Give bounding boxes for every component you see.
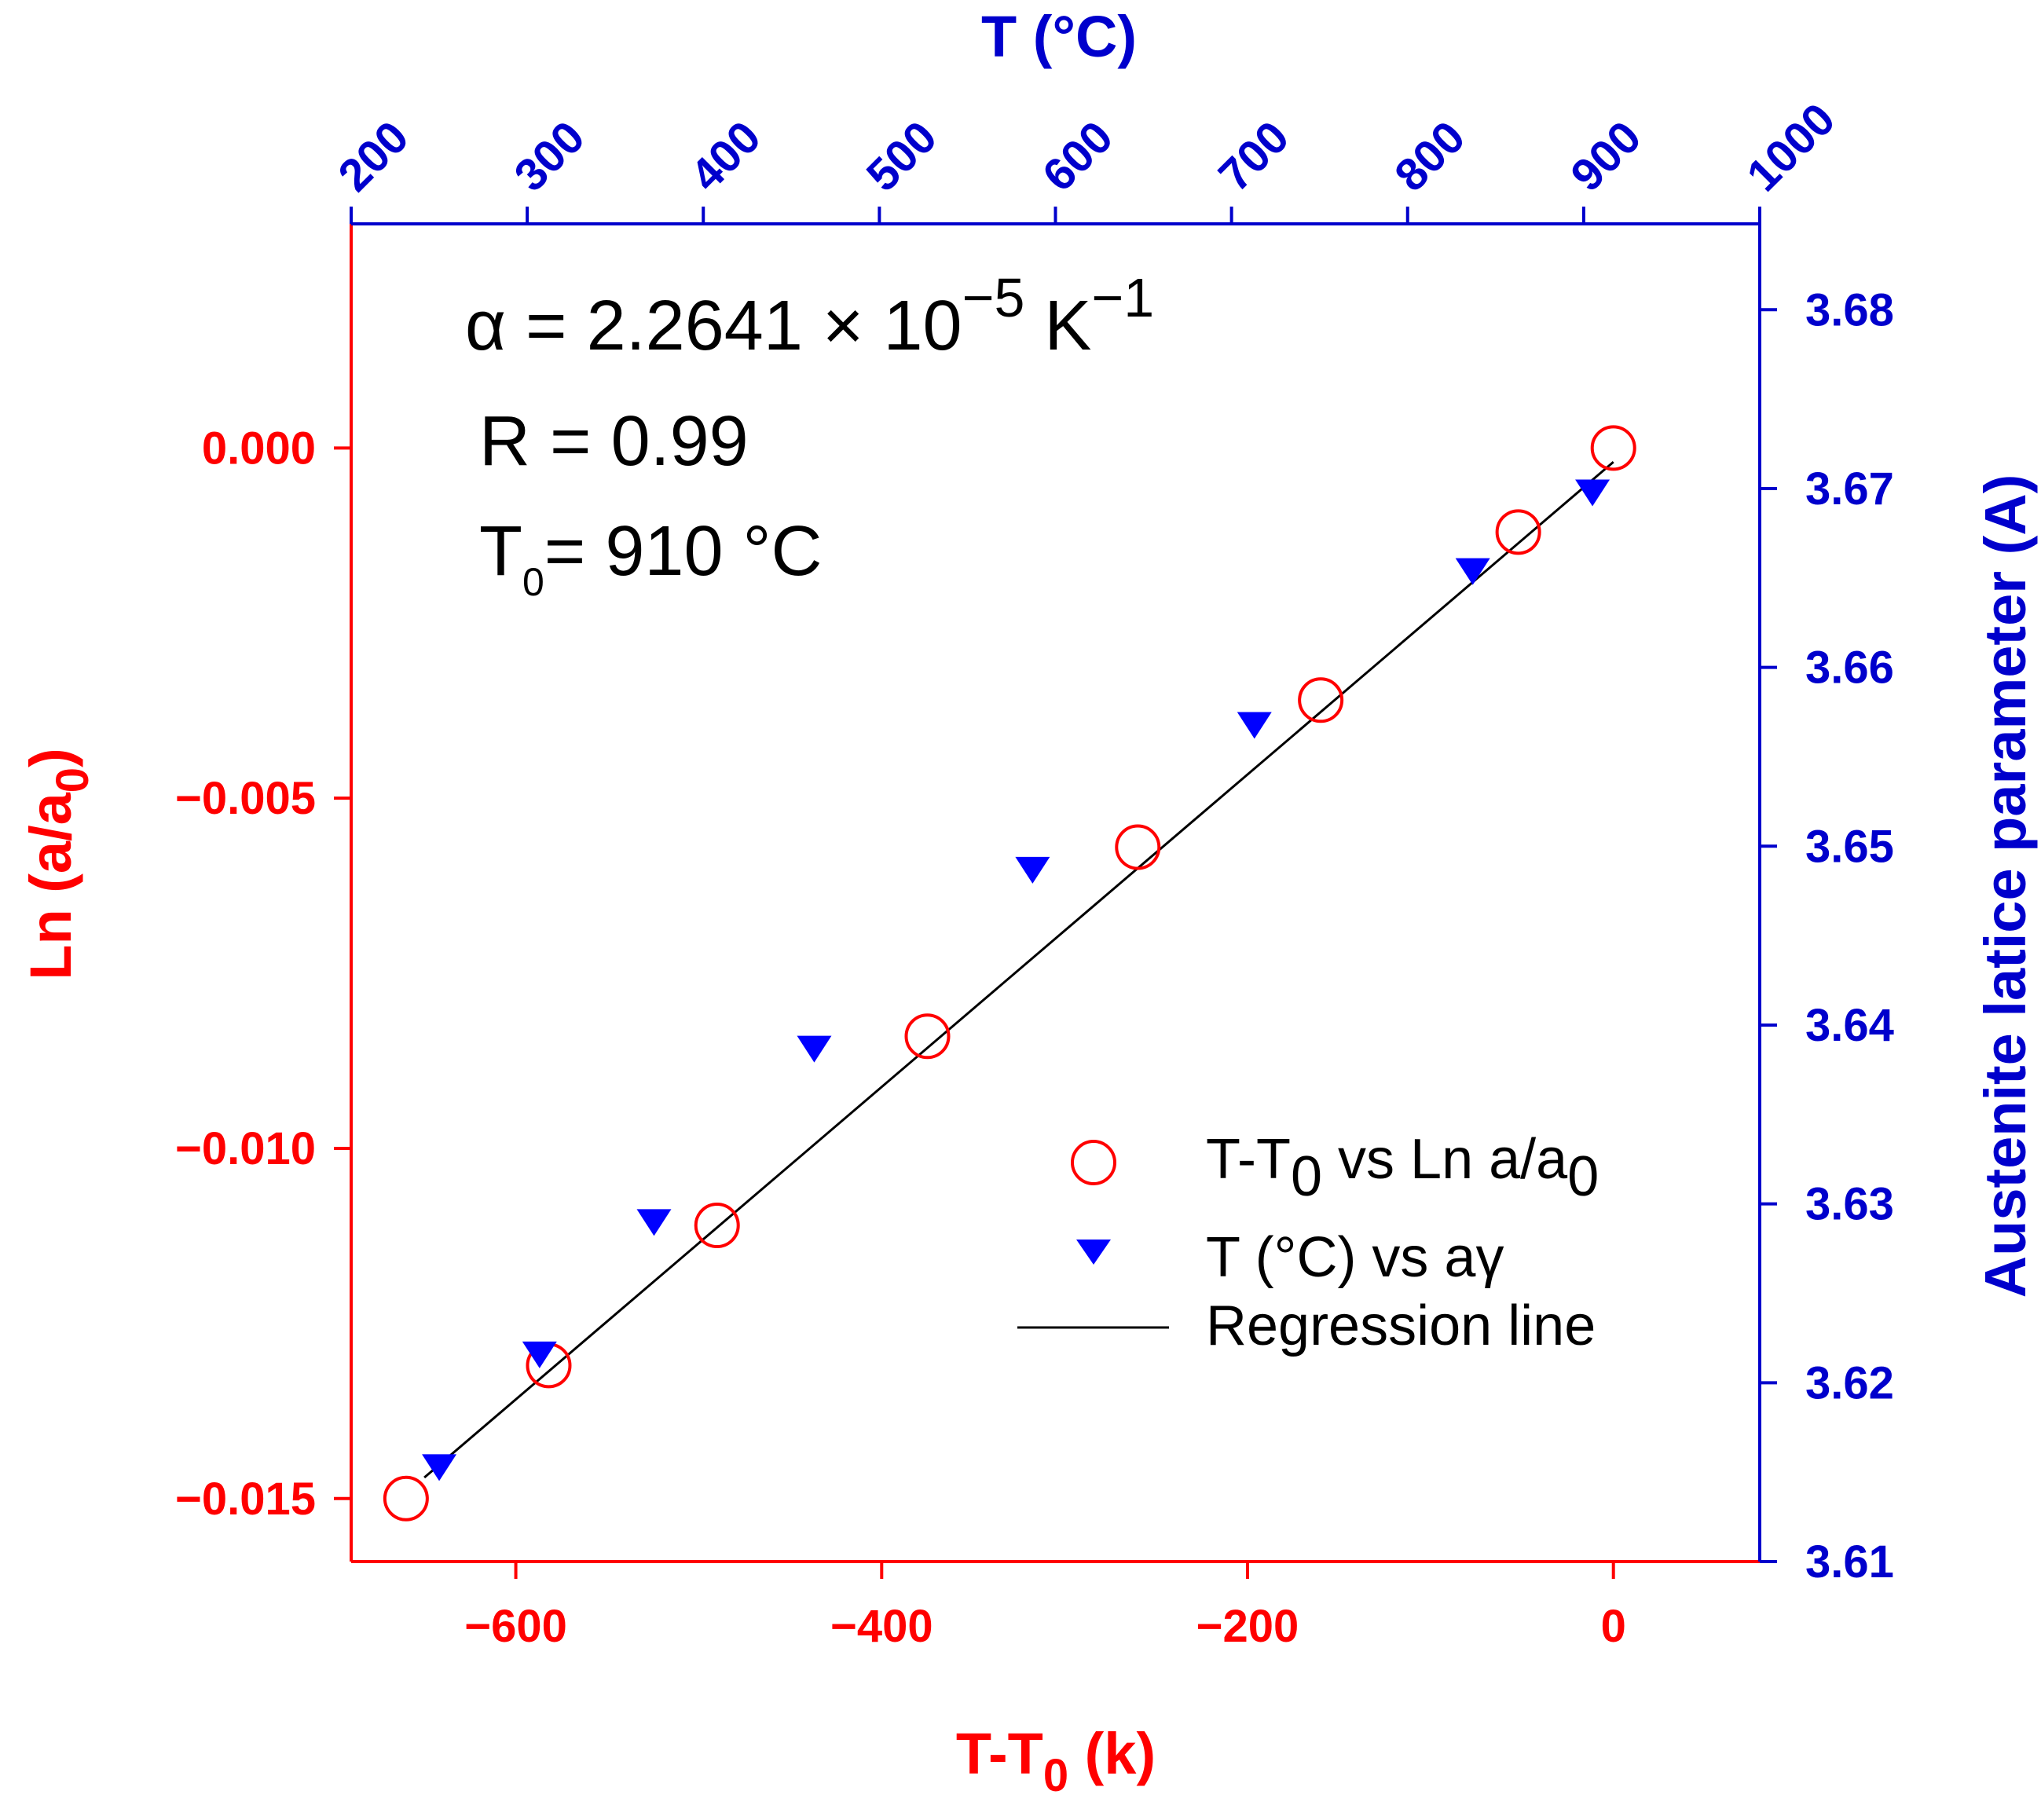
y-right-tick-label: 3.64 xyxy=(1805,1000,1894,1051)
y-right-tick-label: 3.63 xyxy=(1805,1179,1894,1230)
legend-triangle-marker xyxy=(1076,1240,1111,1265)
y-right-tick-label: 3.67 xyxy=(1805,463,1894,515)
t0-annotation: T0= 910 °C xyxy=(479,512,823,604)
data-point-triangle xyxy=(636,1209,672,1236)
x-top-tick-label: 1000 xyxy=(1737,93,1845,201)
y-right-tick-label: 3.61 xyxy=(1805,1536,1894,1587)
data-point-triangle xyxy=(1575,479,1610,507)
data-point-triangle xyxy=(522,1341,557,1368)
legend-label-series-3: Regression line xyxy=(1206,1295,1596,1357)
y-right-tick-label: 3.65 xyxy=(1805,821,1894,872)
x-top-tick-label: 600 xyxy=(1033,112,1123,201)
y-right-tick-label: 3.62 xyxy=(1805,1357,1894,1408)
x-top-axis-title: T (°C) xyxy=(981,4,1137,69)
marks-group xyxy=(383,425,1636,1522)
legend: T-T0 vs Ln a/a0 T (°C) vs aγ Regression … xyxy=(1017,1128,1599,1357)
x-bottom-tick-label: −200 xyxy=(1196,1601,1299,1652)
data-point-circle xyxy=(1590,425,1636,471)
y-right-tick-label: 3.68 xyxy=(1805,284,1894,335)
x-top-tick-label: 800 xyxy=(1385,112,1475,201)
regression-line xyxy=(423,461,1614,1479)
data-point-circle xyxy=(1298,677,1344,723)
x-top-tick-label: 500 xyxy=(857,112,947,201)
data-point-circle xyxy=(1115,824,1161,870)
x-bottom-tick-label: 0 xyxy=(1601,1601,1626,1652)
y-left-tick-label: 0.000 xyxy=(202,423,316,474)
data-point-triangle xyxy=(1455,558,1490,585)
x-top-tick-label: 300 xyxy=(504,112,594,201)
x-bottom-tick-label: −400 xyxy=(830,1601,933,1652)
data-point-triangle xyxy=(797,1035,832,1063)
data-point-triangle xyxy=(1237,712,1272,739)
x-top-tick-label: 700 xyxy=(1209,112,1299,201)
x-bottom-tick-label: −600 xyxy=(464,1601,567,1652)
y-right-tick-label: 3.66 xyxy=(1805,643,1894,694)
y-left-axis-title: Ln (a/a0) xyxy=(18,748,98,980)
legend-label-series-2: T (°C) vs aγ xyxy=(1206,1226,1504,1289)
data-point-circle xyxy=(694,1203,740,1249)
y-left-tick-label: −0.010 xyxy=(175,1123,316,1174)
x-top-tick-label: 900 xyxy=(1561,112,1651,201)
x-top-tick-label: 200 xyxy=(328,112,418,201)
legend-circle-marker xyxy=(1071,1140,1116,1185)
x-top-tick-label: 400 xyxy=(680,112,770,201)
y-left-tick-label: −0.015 xyxy=(175,1474,316,1525)
data-point-circle xyxy=(1495,509,1541,555)
y-left-tick-label: −0.005 xyxy=(175,773,316,824)
data-point-triangle xyxy=(1015,856,1050,884)
data-point-circle xyxy=(383,1475,429,1522)
legend-label-series-1: T-T0 vs Ln a/a0 xyxy=(1206,1128,1599,1208)
y-right-axis-title: Austenite latice parameter (A) xyxy=(1973,474,2038,1298)
data-point-triangle xyxy=(422,1454,457,1481)
x-bottom-axis-title: T-T0 (k) xyxy=(956,1721,1156,1801)
r-value-annotation: R = 0.99 xyxy=(479,402,749,481)
data-point-circle xyxy=(904,1013,951,1060)
alpha-annotation: α = 2.2641 × 10−5 K−1 xyxy=(465,267,1154,365)
